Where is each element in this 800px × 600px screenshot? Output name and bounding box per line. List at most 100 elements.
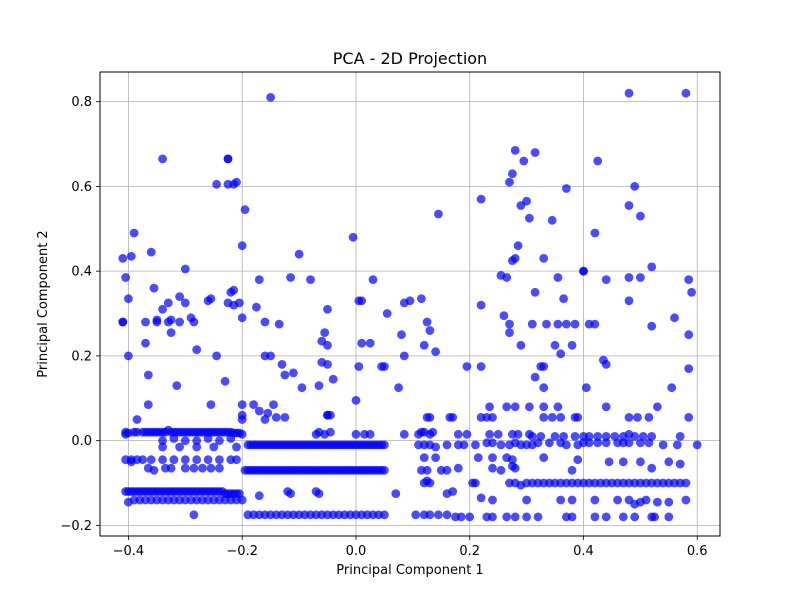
data-point [442, 440, 452, 450]
data-point [382, 309, 392, 318]
data-point [496, 440, 506, 450]
data-point [562, 440, 571, 450]
data-point [434, 209, 443, 219]
data-point [530, 372, 540, 382]
data-point [522, 495, 531, 505]
data-point [422, 476, 432, 486]
data-point [601, 438, 611, 448]
data-point [442, 510, 452, 520]
data-point [547, 413, 557, 422]
data-point [562, 184, 571, 193]
data-point [431, 453, 440, 462]
data-point [428, 427, 438, 437]
data-point [149, 465, 159, 475]
data-point [422, 465, 432, 475]
data-point [175, 442, 185, 452]
data-point [123, 294, 133, 304]
data-point [562, 319, 571, 329]
data-point [203, 455, 213, 465]
data-point [425, 413, 435, 422]
data-point [692, 440, 702, 450]
data-point [152, 315, 162, 325]
data-point [237, 241, 247, 251]
data-point [351, 396, 361, 405]
data-point [593, 432, 603, 441]
data-point [220, 376, 230, 386]
data-point [289, 368, 298, 378]
data-point [530, 287, 540, 297]
data-point [485, 429, 494, 439]
data-point [189, 510, 199, 520]
data-point [391, 489, 401, 498]
data-point [212, 179, 222, 189]
data-point [326, 410, 335, 420]
data-point [365, 338, 375, 348]
data-point [539, 254, 549, 263]
data-point [271, 413, 281, 422]
data-point [226, 287, 236, 297]
y-tick-label: −0.2 [60, 519, 92, 534]
plot-frame [99, 71, 721, 537]
data-point [630, 432, 640, 441]
data-point [442, 489, 452, 498]
data-point [618, 457, 628, 467]
data-point [206, 294, 216, 304]
data-point [488, 453, 497, 462]
data-point [286, 273, 295, 282]
data-point [175, 317, 185, 327]
grid-lines [100, 72, 720, 536]
data-point [465, 512, 475, 522]
data-point [508, 455, 517, 465]
data-point [462, 362, 472, 371]
data-point [516, 340, 526, 350]
data-point [175, 292, 185, 301]
data-point [192, 345, 202, 354]
data-point [180, 463, 190, 473]
data-point [419, 453, 429, 462]
data-point [169, 455, 179, 465]
data-point [533, 512, 543, 522]
data-point [237, 415, 247, 424]
x-tick-label: 0.4 [573, 544, 594, 559]
data-point [180, 436, 190, 446]
data-point [422, 317, 432, 327]
data-point [223, 154, 233, 164]
data-point [266, 351, 275, 361]
data-point [687, 287, 696, 297]
data-point [235, 298, 244, 308]
data-point [502, 402, 512, 412]
data-point [166, 463, 176, 473]
data-point [453, 429, 463, 439]
data-point [556, 495, 566, 505]
data-point [675, 432, 685, 441]
data-point [419, 340, 429, 350]
data-point [630, 512, 640, 522]
data-point [505, 177, 514, 187]
data-point [505, 319, 514, 329]
data-point [530, 148, 540, 157]
data-point [590, 228, 600, 238]
data-point [681, 478, 691, 488]
data-point [280, 413, 290, 422]
data-point [519, 156, 529, 166]
data-point [143, 400, 153, 409]
y-axis-label: Principal Component 2 [36, 230, 51, 377]
x-tick-label: 0.2 [459, 544, 480, 559]
data-point [664, 457, 674, 467]
data-point [527, 319, 537, 329]
data-point [198, 463, 207, 473]
data-point [172, 381, 182, 390]
data-point [326, 427, 335, 437]
data-point [633, 413, 642, 422]
data-point [476, 300, 486, 310]
data-point [380, 440, 389, 450]
data-point [684, 364, 694, 373]
data-point [590, 495, 600, 505]
data-point [237, 495, 247, 505]
data-points [118, 88, 702, 522]
data-point [348, 232, 358, 242]
data-point [354, 362, 364, 371]
data-point [539, 453, 549, 462]
data-point [684, 330, 694, 340]
